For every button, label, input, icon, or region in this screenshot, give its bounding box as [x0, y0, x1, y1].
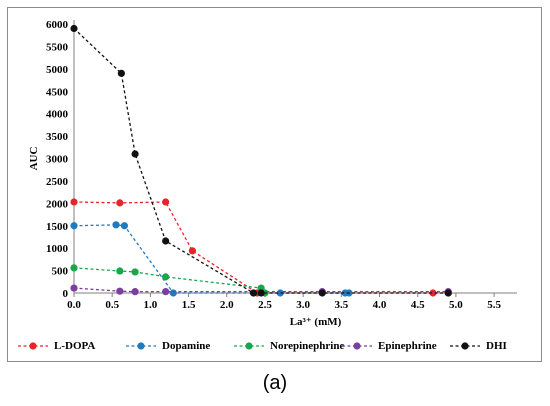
data-point-epinephrine: [162, 288, 170, 296]
data-point-norepinephrine: [162, 273, 170, 281]
data-point-epinephrine: [131, 288, 139, 296]
legend-swatch-marker: [353, 342, 361, 350]
series-line-dhi: [73, 28, 449, 294]
legend-swatch-marker: [29, 342, 37, 350]
data-point-dopamine: [169, 289, 177, 297]
x-tick-label: 3.5: [334, 299, 348, 311]
data-point-l-dopa: [188, 247, 196, 255]
y-tick-label: 1500: [46, 221, 69, 233]
legend-swatch-epinephrine: [342, 342, 372, 350]
y-tick-label: 0: [63, 288, 69, 300]
legend-item-dopamine: Dopamine: [126, 340, 210, 352]
legend-swatch-marker: [461, 342, 469, 350]
legend-swatch-marker: [137, 342, 145, 350]
legend-item-dhi: DHI: [450, 340, 507, 352]
data-point-epinephrine: [70, 284, 78, 292]
data-point-norepinephrine: [257, 284, 265, 292]
y-tick-label: 5500: [46, 41, 69, 53]
series-layer: [70, 24, 452, 297]
y-tick-label: 1000: [46, 243, 69, 255]
data-point-dhi: [131, 150, 139, 158]
y-tick-label: 3500: [46, 131, 69, 143]
legend-swatch-marker: [245, 342, 253, 350]
y-tick-label: 2000: [46, 198, 69, 210]
chart-frame: [7, 7, 542, 362]
panel-label: (a): [262, 372, 288, 394]
data-point-norepinephrine: [131, 268, 139, 276]
x-tick-label: 2.0: [220, 299, 234, 311]
x-tick-label: 3.0: [296, 299, 310, 311]
data-point-norepinephrine: [116, 267, 124, 275]
x-tick-label: 0.5: [105, 299, 119, 311]
legend-item-epinephrine: Epinephrine: [342, 340, 437, 352]
data-point-dopamine: [120, 222, 129, 230]
legend-label: Dopamine: [162, 340, 211, 352]
data-point-dhi: [162, 237, 170, 245]
x-tick-label: 1.5: [182, 299, 196, 311]
x-tick-label: 5.5: [487, 299, 501, 311]
series-line-l-dopa: [73, 201, 449, 294]
data-point-dhi: [70, 24, 78, 33]
y-tick-label: 6000: [46, 19, 69, 31]
legend-swatch-dhi: [450, 342, 480, 350]
legend-swatch-l-dopa: [18, 342, 48, 350]
legend-label: Norepinephrine: [270, 340, 345, 352]
legend-label: L-DOPA: [54, 340, 96, 352]
series-line-norepinephrine: [73, 267, 266, 294]
legend: L-DOPA Dopamine Norepinephrine Epinephrine D…: [18, 340, 538, 356]
data-point-l-dopa: [162, 198, 170, 206]
series-l-dopa: [70, 198, 452, 297]
data-point-dhi: [318, 289, 326, 297]
x-tick-label: 5.0: [449, 299, 463, 311]
data-point-epinephrine: [116, 287, 124, 295]
legend-item-norepinephrine: Norepinephrine: [234, 340, 344, 352]
y-axis-title: AUC: [28, 147, 40, 171]
y-tick-label: 3000: [46, 154, 69, 166]
data-point-dopamine: [70, 222, 78, 230]
data-point-dhi: [249, 289, 258, 297]
x-tick-label: 1.0: [144, 299, 158, 311]
data-point-l-dopa: [70, 198, 78, 206]
x-tick-label: 4.5: [411, 299, 425, 311]
y-tick-label: 2500: [46, 176, 69, 188]
y-tick-label: 4000: [46, 109, 69, 121]
legend-label: Epinephrine: [378, 340, 437, 352]
legend-item-l-dopa: L-DOPA: [18, 340, 95, 352]
x-tick-label: 2.5: [258, 299, 272, 311]
legend-swatch-dopamine: [126, 342, 156, 350]
x-axis-title: La³⁺ (mM): [290, 316, 342, 328]
data-point-dhi: [444, 289, 452, 297]
data-point-dhi: [257, 289, 265, 297]
legend-swatch-norepinephrine: [234, 342, 264, 350]
data-point-dopamine: [112, 221, 120, 229]
series-dhi: [70, 24, 452, 297]
axes: 0.0 0.5 1.0 1.5 2.0 2.5 3.0 3.5 4.0 4.5 5.0 5.5 0 500…: [28, 19, 517, 328]
data-point-l-dopa: [429, 289, 437, 297]
y-tick-label: 4500: [46, 86, 69, 98]
x-tick-label: 4.0: [373, 299, 387, 311]
data-point-norepinephrine: [70, 264, 78, 272]
series-dopamine: [70, 221, 353, 297]
data-point-dhi: [117, 69, 125, 77]
y-tick-label: 500: [52, 266, 69, 278]
legend-label: DHI: [486, 340, 507, 352]
data-point-l-dopa: [116, 199, 124, 207]
x-tick-label: 0.0: [67, 299, 81, 311]
y-tick-label: 5000: [46, 64, 69, 76]
